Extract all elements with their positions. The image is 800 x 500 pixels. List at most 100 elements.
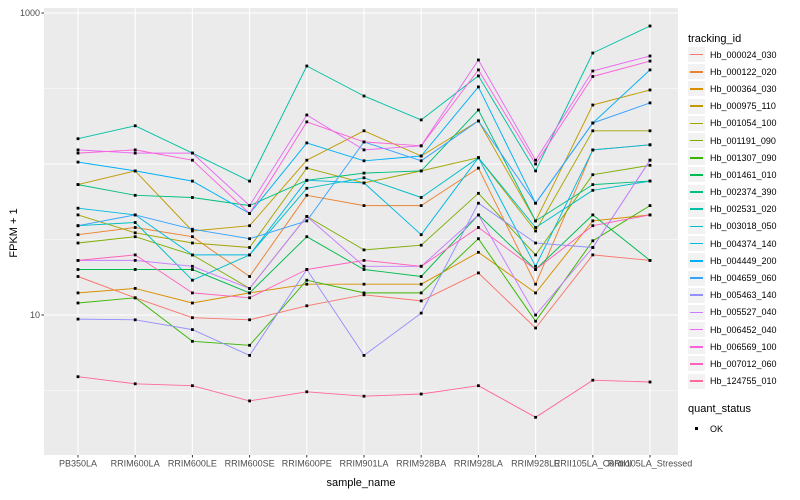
data-point: [534, 313, 537, 317]
legend-entry-Hb_001054_100: Hb_001054_100: [688, 115, 777, 132]
data-point: [362, 159, 366, 163]
legend-key: [688, 287, 705, 303]
legend-key: [688, 81, 705, 97]
legend-entry-label: Hb_000975_110: [710, 101, 776, 112]
data-point: [362, 248, 366, 252]
data-point: [648, 24, 652, 28]
legend-entry-label: Hb_001307_090: [710, 152, 777, 163]
data-point: [305, 215, 309, 218]
data-point: [305, 141, 309, 145]
legend-key-line-icon: [690, 208, 703, 211]
data-point: [305, 64, 309, 68]
data-point: [191, 235, 194, 239]
data-point: [191, 151, 194, 155]
legend-entry-label: Hb_001461_010: [710, 169, 777, 180]
data-point: [362, 94, 366, 98]
data-point: [191, 179, 194, 183]
x-tick-label: RRIM600PE: [282, 459, 332, 469]
data-point: [477, 74, 480, 78]
data-point: [305, 282, 309, 286]
data-point: [305, 268, 309, 271]
data-point: [534, 253, 537, 257]
data-point: [419, 233, 423, 237]
legend-entry-Hb_004659_060: Hb_004659_060: [688, 269, 777, 286]
data-point: [534, 291, 537, 295]
legend-key-line-icon: [690, 105, 703, 107]
legend-key-line-icon: [690, 328, 703, 331]
data-point: [133, 287, 137, 290]
data-point: [591, 378, 595, 382]
legend-entry-Hb_004374_140: Hb_004374_140: [688, 235, 777, 252]
legend-key-line-icon: [690, 242, 703, 245]
data-point: [76, 233, 80, 237]
data-point: [534, 282, 537, 286]
data-point: [419, 392, 423, 396]
legend-key: [688, 184, 705, 200]
data-point: [648, 88, 652, 92]
data-point: [591, 213, 595, 217]
legend-entry-Hb_000364_030: Hb_000364_030: [688, 80, 777, 97]
legend-entry-label: Hb_006569_100: [710, 341, 777, 352]
legend-entry-Hb_000122_020: Hb_000122_020: [688, 63, 777, 80]
legend-key: [688, 304, 705, 320]
legend-key: [688, 339, 705, 355]
legend-key-line-icon: [690, 260, 703, 262]
legend-key-line-icon: [690, 122, 703, 125]
data-point: [362, 171, 366, 175]
data-point: [76, 137, 80, 141]
data-point: [133, 221, 137, 224]
data-point: [419, 169, 423, 173]
legend-key: [688, 218, 705, 234]
data-point: [477, 108, 480, 112]
legend-key: [688, 64, 705, 80]
legend-key: [688, 253, 705, 269]
legend-key: [688, 167, 705, 183]
data-point: [248, 399, 251, 403]
panel-background: [44, 8, 678, 455]
status-legend-entries: OK: [688, 420, 723, 437]
legend-entry-label: Hb_000364_030: [710, 83, 777, 94]
y-tick-label: 1000: [20, 8, 40, 18]
data-point: [76, 241, 80, 245]
data-point: [591, 224, 595, 228]
legend-key: [688, 150, 705, 166]
data-point: [419, 299, 423, 303]
data-point: [191, 196, 194, 199]
legend-entry-Hb_006569_100: Hb_006569_100: [688, 338, 777, 355]
data-point: [305, 390, 309, 394]
data-point: [362, 148, 366, 152]
legend-key-line-icon: [690, 139, 703, 142]
legend-title-tracking-id: tracking_id: [688, 33, 742, 45]
data-point: [133, 169, 137, 173]
legend-entry-Hb_001191_090: Hb_001191_090: [688, 132, 777, 149]
data-point: [534, 169, 537, 173]
status-legend-label: OK: [710, 423, 724, 434]
data-point: [362, 264, 366, 268]
data-point: [591, 253, 595, 257]
legend-title-quant-status: quant_status: [688, 403, 751, 415]
data-point: [191, 158, 194, 162]
data-point: [648, 129, 652, 133]
data-point: [419, 159, 423, 163]
legend-entry-Hb_003018_050: Hb_003018_050: [688, 218, 777, 235]
legend-entry-Hb_000024_030: Hb_000024_030: [688, 46, 777, 63]
x-tick-label: RRII105LA_Stressed: [608, 459, 693, 469]
data-point: [591, 239, 595, 243]
data-point: [76, 206, 80, 210]
data-point: [477, 166, 480, 170]
data-point: [648, 179, 652, 183]
data-point: [419, 311, 423, 315]
data-point: [76, 317, 80, 321]
legend-entry-label: Hb_006452_040: [710, 324, 777, 335]
legend-entry-Hb_007012_060: Hb_007012_060: [688, 355, 777, 372]
data-point: [362, 282, 366, 286]
data-point: [191, 301, 194, 305]
data-point: [534, 268, 537, 271]
legend-entry-label: Hb_005463_140: [710, 290, 777, 301]
data-point: [362, 140, 366, 144]
data-point: [305, 193, 309, 197]
x-tick-label: RRIM901LA: [339, 459, 388, 469]
data-point: [248, 343, 251, 347]
legend-key-line-icon: [690, 88, 703, 90]
legend-entry-label: Hb_004374_140: [710, 238, 777, 249]
